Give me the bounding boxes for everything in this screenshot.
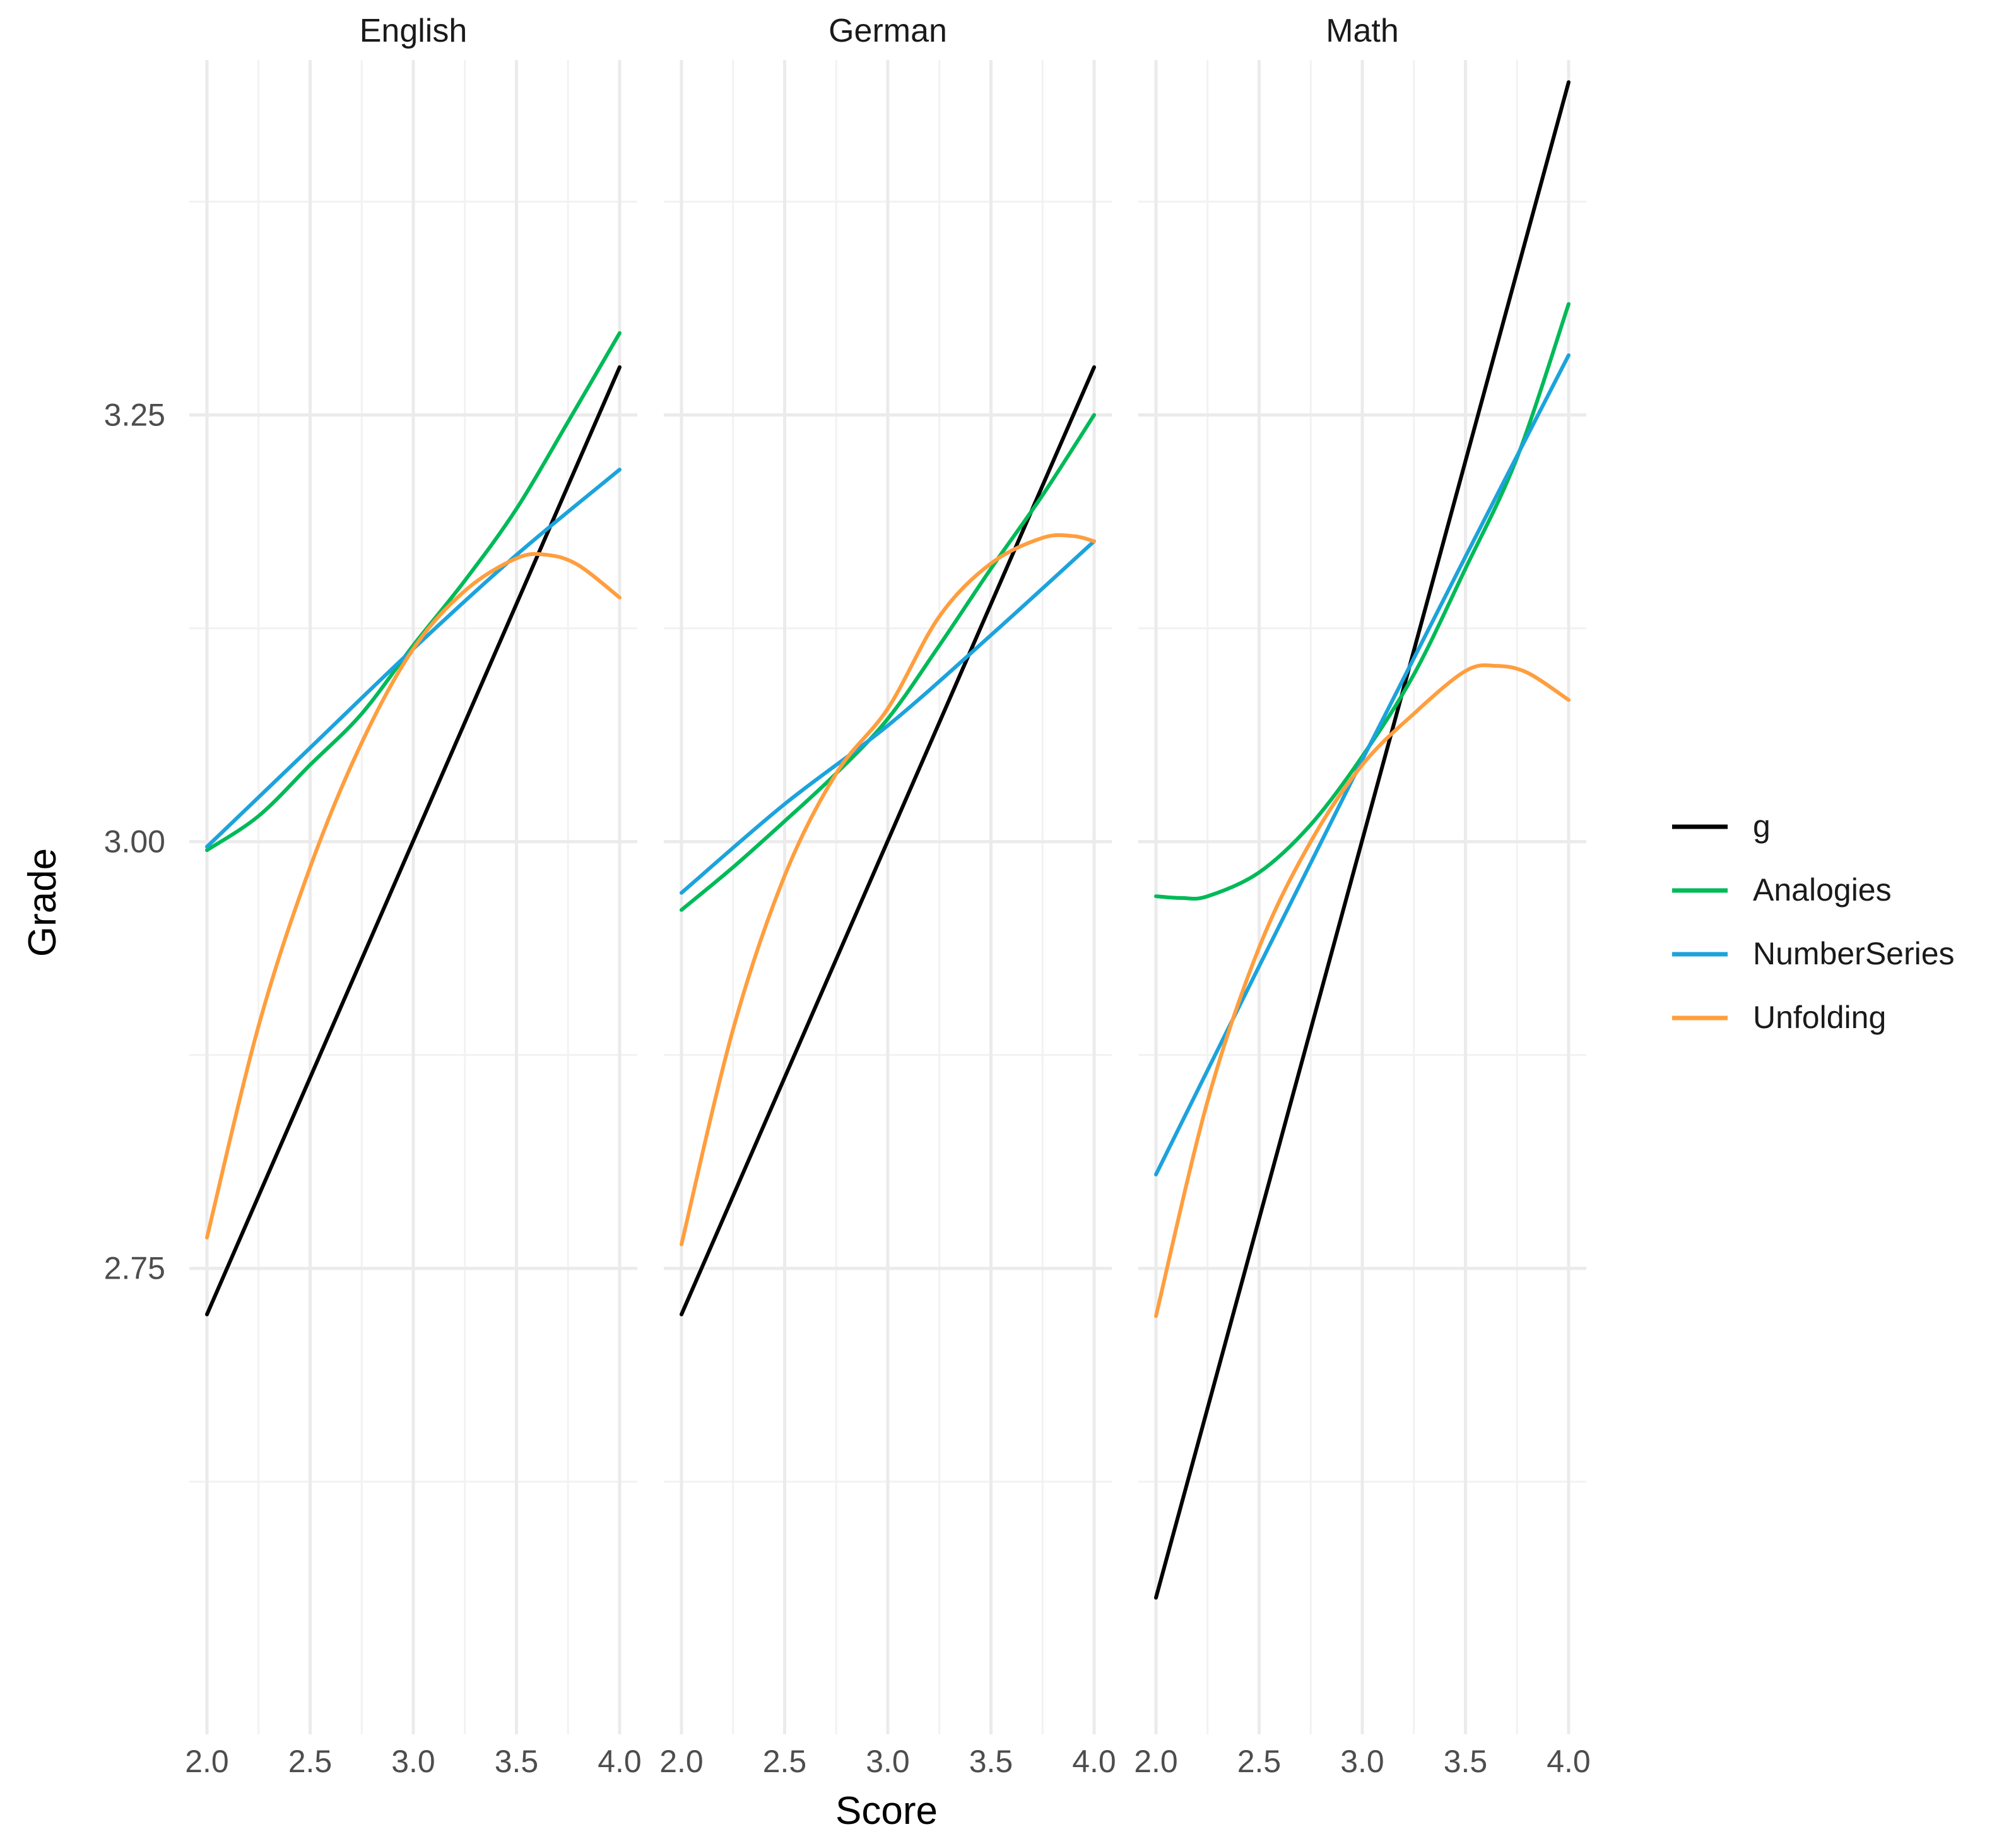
series-unfolding-german [680,533,1096,1246]
x-axis-title: Score [835,1789,938,1833]
series-numberseries-german [680,539,1096,895]
x-tick-label-english-4: 4.0 [598,1744,642,1779]
x-tick-label-german-1: 2.5 [763,1744,807,1779]
y-axis-title: Grade [21,848,64,957]
x-tick-label-english-1: 2.5 [288,1744,333,1779]
x-tick-label-german-3: 3.5 [969,1744,1013,1779]
legend-item-unfolding: Unfolding [1672,1000,1886,1035]
y-axis: 2.75 3.00 3.25 [104,398,165,1286]
x-tick-label-german-0: 2.0 [659,1744,704,1779]
legend-item-numberseries: NumberSeries [1672,936,1955,971]
series-unfolding-english [205,552,622,1239]
y-tick-label-1: 3.00 [104,824,165,860]
panels: 2.0 2.5 3.0 3.5 4.0 English 2.0 2.5 3.0 3.5 4.0 Ger… [185,13,1591,1779]
y-tick-label-0: 2.75 [104,1251,165,1286]
panel-title-english: English [360,13,468,49]
legend-label-unfolding: Unfolding [1753,1000,1886,1035]
panel-math: 2.0 2.5 3.0 3.5 4.0 Math [1134,13,1591,1779]
series-unfolding-math [1154,663,1571,1318]
x-tick-label-english-0: 2.0 [185,1744,229,1779]
legend-label-numberseries: NumberSeries [1753,936,1955,971]
series-analogies-german [680,413,1096,912]
series-g-german [680,365,1096,1316]
y-tick-label-2: 3.25 [104,398,165,433]
panel-english: 2.0 2.5 3.0 3.5 4.0 English [185,13,642,1779]
x-tick-label-english-3: 3.5 [495,1744,539,1779]
series-g-math [1154,80,1571,1600]
x-tick-label-math-4: 4.0 [1547,1744,1591,1779]
legend-item-g: g [1672,808,1771,844]
legend-label-g: g [1753,808,1771,844]
x-tick-label-math-1: 2.5 [1237,1744,1282,1779]
x-tick-label-math-0: 2.0 [1134,1744,1178,1779]
x-tick-label-math-3: 3.5 [1444,1744,1488,1779]
legend-item-analogies: Analogies [1672,872,1892,908]
x-tick-label-german-4: 4.0 [1072,1744,1116,1779]
legend-label-analogies: Analogies [1753,872,1892,908]
x-tick-label-math-2: 3.0 [1340,1744,1384,1779]
panel-title-german: German [828,13,947,49]
legend: g Analogies NumberSeries Unfolding [1672,808,1955,1035]
panel-german: 2.0 2.5 3.0 3.5 4.0 German [659,13,1116,1779]
x-tick-label-german-2: 3.0 [866,1744,910,1779]
series-numberseries-math [1154,353,1571,1176]
panel-title-math: Math [1326,13,1399,49]
x-tick-label-english-2: 3.0 [391,1744,435,1779]
